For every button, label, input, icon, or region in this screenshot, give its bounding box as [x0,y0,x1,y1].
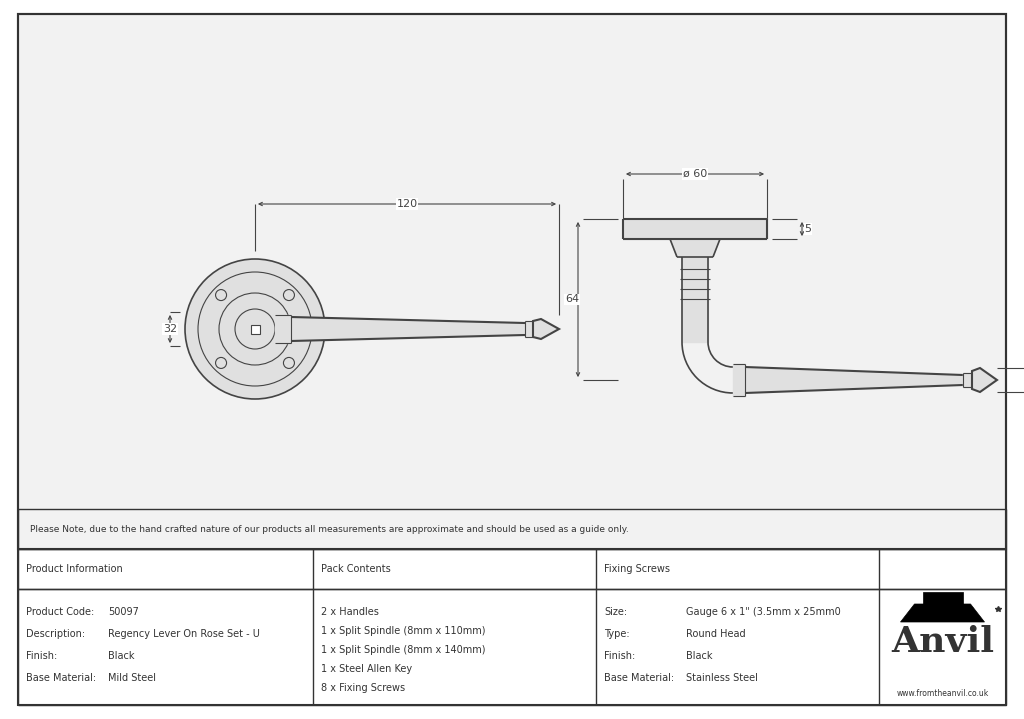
Text: 2 x Handles: 2 x Handles [321,607,379,617]
Text: Gauge 6 x 1" (3.5mm x 25mm0: Gauge 6 x 1" (3.5mm x 25mm0 [686,607,841,617]
Text: Stainless Steel: Stainless Steel [686,673,758,683]
Circle shape [198,272,312,386]
Text: 1 x Split Spindle (8mm x 140mm): 1 x Split Spindle (8mm x 140mm) [321,645,485,655]
Text: 1 x Steel Allen Key: 1 x Steel Allen Key [321,664,412,674]
Text: Product Information: Product Information [26,564,123,574]
Polygon shape [682,257,708,342]
Text: Fixing Screws: Fixing Screws [604,564,670,574]
Text: From the: From the [936,605,974,613]
Text: Base Material:: Base Material: [604,673,674,683]
Polygon shape [291,317,525,341]
Circle shape [185,259,325,399]
Polygon shape [670,239,720,257]
Circle shape [234,309,275,349]
Text: 32: 32 [163,324,177,334]
Text: Finish:: Finish: [604,651,635,661]
Text: Regency Lever On Rose Set - U: Regency Lever On Rose Set - U [108,629,260,639]
Polygon shape [525,321,534,337]
Circle shape [216,290,226,301]
Text: 1 x Split Spindle (8mm x 110mm): 1 x Split Spindle (8mm x 110mm) [321,626,485,636]
Circle shape [219,293,291,365]
Text: Mild Steel: Mild Steel [108,673,156,683]
Text: Finish:: Finish: [26,651,57,661]
Text: 50097: 50097 [108,607,139,617]
Polygon shape [900,604,984,622]
Text: www.fromtheanvil.co.uk: www.fromtheanvil.co.uk [896,689,988,697]
Text: Description:: Description: [26,629,85,639]
Text: Type:: Type: [604,629,630,639]
Text: Round Head: Round Head [686,629,745,639]
Polygon shape [534,319,559,339]
Bar [251,324,259,334]
Text: Base Material:: Base Material: [26,673,96,683]
Circle shape [216,357,226,368]
Circle shape [284,290,295,301]
Polygon shape [963,373,972,387]
Text: 64: 64 [565,295,579,305]
Circle shape [284,357,295,368]
Polygon shape [745,367,963,393]
Bar [18,14,1006,549]
Text: Size:: Size: [604,607,627,617]
Polygon shape [275,315,291,343]
Text: Pack Contents: Pack Contents [321,564,391,574]
Polygon shape [972,368,997,392]
Text: 8 x Fixing Screws: 8 x Fixing Screws [321,683,406,693]
Text: Anvil: Anvil [891,625,994,659]
Text: Black: Black [108,651,134,661]
Text: ø 60: ø 60 [683,169,708,179]
Text: 5: 5 [805,224,811,234]
Text: Product Code:: Product Code: [26,607,94,617]
Text: Black: Black [686,651,713,661]
Bar [18,509,1006,549]
Text: Please Note, due to the hand crafted nature of our products all measurements are: Please Note, due to the hand crafted nat… [30,524,629,533]
Text: 120: 120 [396,199,418,209]
Polygon shape [623,219,767,239]
Bar [923,592,963,604]
Polygon shape [733,364,745,396]
